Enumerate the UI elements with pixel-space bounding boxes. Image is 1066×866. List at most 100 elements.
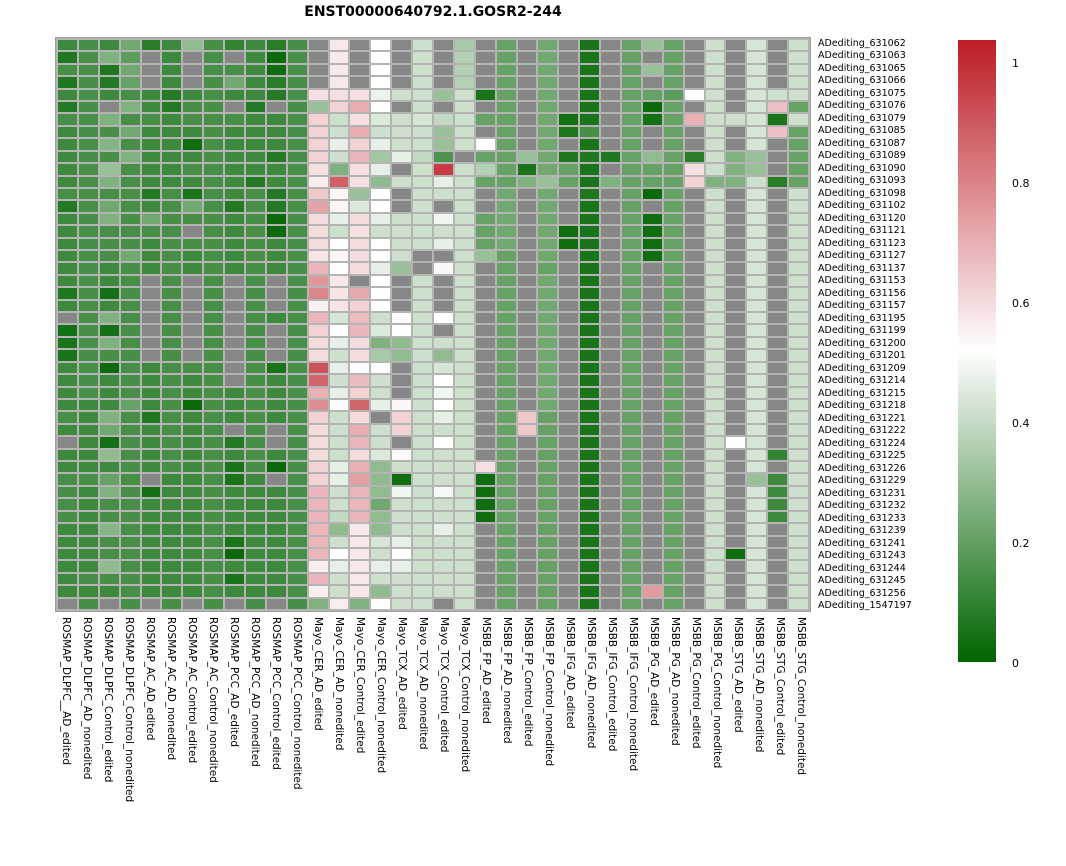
row-label: ADediting_631156 — [818, 287, 906, 299]
heatmap-cell — [768, 52, 788, 63]
heatmap-cell — [308, 275, 328, 287]
heatmap-cell — [371, 499, 391, 510]
heatmap-cell — [580, 499, 600, 510]
heatmap-cell — [350, 176, 370, 187]
heatmap-cell — [204, 387, 224, 398]
heatmap-cell — [413, 449, 432, 461]
heatmap-cell — [225, 424, 244, 436]
heatmap-cell — [538, 325, 558, 336]
heatmap-cell — [78, 77, 98, 88]
heatmap-cell — [538, 139, 558, 150]
heatmap-cell — [371, 325, 391, 336]
heatmap-cell — [580, 524, 600, 535]
heatmap-cell — [517, 561, 537, 572]
heatmap-cell — [642, 64, 662, 76]
heatmap-cell — [225, 151, 244, 163]
heatmap-cell — [622, 275, 641, 287]
heatmap-cell — [266, 64, 286, 76]
row-label: ADediting_631233 — [818, 512, 906, 524]
heatmap-cell — [642, 52, 662, 63]
heatmap-cell — [99, 102, 119, 113]
heatmap-cell — [475, 151, 495, 163]
heatmap-cell — [183, 337, 203, 349]
heatmap-cell — [496, 64, 516, 76]
heatmap-cell — [204, 437, 224, 448]
heatmap-cell — [246, 300, 265, 312]
heatmap-cell — [413, 511, 432, 523]
heatmap-cell — [99, 561, 119, 572]
heatmap-cell — [162, 164, 182, 175]
heatmap-cell — [768, 176, 788, 187]
heatmap-cell — [413, 337, 432, 349]
colorbar-tick-label: 0.4 — [1012, 417, 1030, 430]
col-label: MSBB_PG_AD_nonedited — [669, 617, 681, 746]
heatmap-cell — [287, 114, 307, 125]
col-label: ROSMAP_PCC_AD_edited — [228, 617, 240, 748]
heatmap-cell — [225, 213, 244, 225]
heatmap-cell — [434, 437, 453, 448]
heatmap-cell — [99, 126, 119, 138]
heatmap-cell — [454, 40, 474, 51]
heatmap-cell — [162, 462, 182, 473]
heatmap-cell — [266, 102, 286, 113]
heatmap-cell — [246, 437, 265, 448]
heatmap-cell — [475, 437, 495, 448]
heatmap-cell — [392, 561, 412, 572]
col-label: Mayo_TCX_AD_nonedited — [417, 617, 429, 750]
heatmap-cell — [747, 176, 767, 187]
heatmap-cell — [642, 263, 662, 274]
heatmap-cell — [58, 536, 77, 547]
heatmap-cell — [747, 201, 767, 212]
heatmap-cell — [266, 337, 286, 349]
heatmap-cell — [183, 201, 203, 212]
heatmap-cell — [162, 548, 182, 560]
heatmap-cell — [350, 139, 370, 150]
heatmap-cell — [622, 77, 641, 88]
heatmap-cell — [204, 424, 224, 436]
col-label: ROSMAP_PCC_AD_nonedited — [249, 617, 261, 767]
heatmap-cell — [434, 462, 453, 473]
heatmap-cell — [496, 52, 516, 63]
heatmap-cell — [475, 226, 495, 237]
heatmap-cell — [454, 201, 474, 212]
heatmap-cell — [225, 52, 244, 63]
heatmap-cell — [747, 325, 767, 336]
heatmap-cell — [601, 387, 620, 398]
heatmap-cell — [768, 226, 788, 237]
heatmap-cell — [392, 164, 412, 175]
heatmap-cell — [496, 412, 516, 423]
heatmap-cell — [287, 288, 307, 299]
heatmap-cell — [350, 561, 370, 572]
heatmap-cell — [663, 238, 683, 250]
heatmap-cell — [204, 375, 224, 386]
heatmap-cell — [350, 188, 370, 200]
heatmap-cell — [99, 573, 119, 585]
heatmap-cell — [120, 573, 140, 585]
heatmap-cell — [413, 139, 432, 150]
heatmap-cell — [601, 89, 620, 101]
heatmap-cell — [454, 325, 474, 336]
heatmap-cell — [204, 176, 224, 187]
heatmap-cell — [684, 524, 704, 535]
heatmap-cell — [204, 102, 224, 113]
heatmap-cell — [141, 573, 161, 585]
heatmap-cell — [454, 238, 474, 250]
heatmap-cell — [246, 263, 265, 274]
heatmap-cell — [726, 201, 746, 212]
heatmap-cell — [559, 64, 579, 76]
heatmap-cell — [58, 213, 77, 225]
col-label: MSBB_IFG_AD_nonedited — [585, 617, 597, 749]
heatmap-cell — [371, 536, 391, 547]
heatmap-cell — [120, 486, 140, 498]
heatmap-cell — [246, 536, 265, 547]
heatmap-cell — [350, 586, 370, 597]
heatmap-cell — [371, 114, 391, 125]
heatmap-cell — [246, 573, 265, 585]
heatmap-cell — [266, 52, 286, 63]
heatmap-cell — [99, 499, 119, 510]
heatmap-cell — [183, 325, 203, 336]
heatmap-cell — [183, 573, 203, 585]
col-label: Mayo_CER_AD_edited — [312, 617, 324, 731]
heatmap-cell — [580, 102, 600, 113]
heatmap-cell — [266, 350, 286, 361]
